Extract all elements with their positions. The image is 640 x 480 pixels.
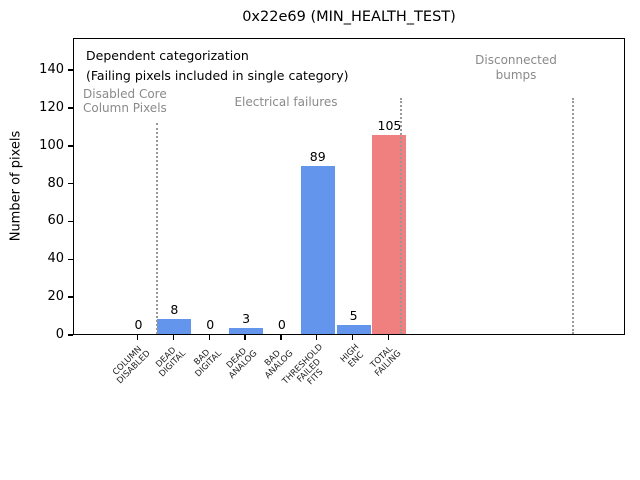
bar-dead-analog [229, 328, 264, 334]
x-tick-mark [244, 335, 246, 340]
x-tick-mark [208, 335, 210, 340]
annotation-disabled-core-column-pixels: Disabled Core Column Pixels [83, 87, 167, 115]
x-tick-mark [387, 335, 390, 340]
bar-value-label: 105 [377, 118, 402, 134]
annotation-electrical-failures: Electrical failures [234, 95, 338, 109]
annotation-dependent-categorization: Dependent categorization (Failing pixels… [86, 48, 349, 83]
y-tick-label: 20 [47, 289, 64, 305]
y-tick-mark [68, 220, 73, 223]
x-tick-label: DEAD ANALOG [225, 346, 260, 381]
bar-value-label: 0 [134, 317, 143, 332]
chart-title: 0x22e69 (MIN_HEALTH_TEST) [242, 9, 456, 25]
y-tick-mark [68, 145, 73, 147]
x-tick-mark [280, 335, 282, 340]
category-separator-line [572, 98, 575, 334]
x-tick-mark [172, 335, 175, 340]
annotation-disconnected-bumps: Disconnected bumps [475, 53, 557, 82]
category-separator-line [400, 98, 403, 334]
bar-value-label: 0 [206, 317, 215, 332]
y-tick-label: 100 [39, 137, 64, 153]
x-tick-label: HIGH ENC [338, 342, 366, 370]
x-tick-mark [351, 335, 354, 340]
y-tick-label: 120 [39, 99, 64, 115]
y-tick-mark [68, 69, 73, 71]
y-tick-mark [68, 182, 73, 185]
bar-value-label: 3 [242, 311, 251, 327]
bar-value-label: 89 [309, 148, 326, 164]
bar-threshold-failed-fits [300, 165, 335, 334]
y-tick-label: 40 [47, 251, 64, 267]
y-tick-label: 60 [47, 213, 64, 229]
category-separator-line [156, 123, 159, 334]
bar-value-label: 0 [277, 317, 286, 332]
bar-value-label: 5 [349, 307, 358, 323]
y-tick-mark [68, 334, 73, 336]
y-tick-label: 80 [47, 175, 64, 191]
bar-value-label: 8 [170, 301, 179, 317]
y-tick-mark [68, 258, 73, 261]
x-tick-mark [316, 335, 318, 340]
bar-dead-digital [157, 318, 192, 334]
y-tick-label: 140 [39, 62, 64, 78]
y-tick-mark [68, 107, 73, 109]
y-tick-label: 0 [55, 327, 64, 342]
plot-area: 0 8 0 3 0 89 5 105 Dependent categorization (Fai… [73, 38, 625, 335]
x-tick-label: COLUMN DISABLED [110, 344, 153, 387]
x-tick-label: BAD DIGITAL [192, 347, 224, 380]
x-tick-label: DEAD DIGITAL [154, 345, 189, 380]
x-tick-label: TOTAL FAILING [368, 344, 404, 379]
x-tick-mark [136, 335, 139, 340]
bar-high-enc [336, 324, 371, 334]
y-tick-mark [68, 296, 73, 298]
